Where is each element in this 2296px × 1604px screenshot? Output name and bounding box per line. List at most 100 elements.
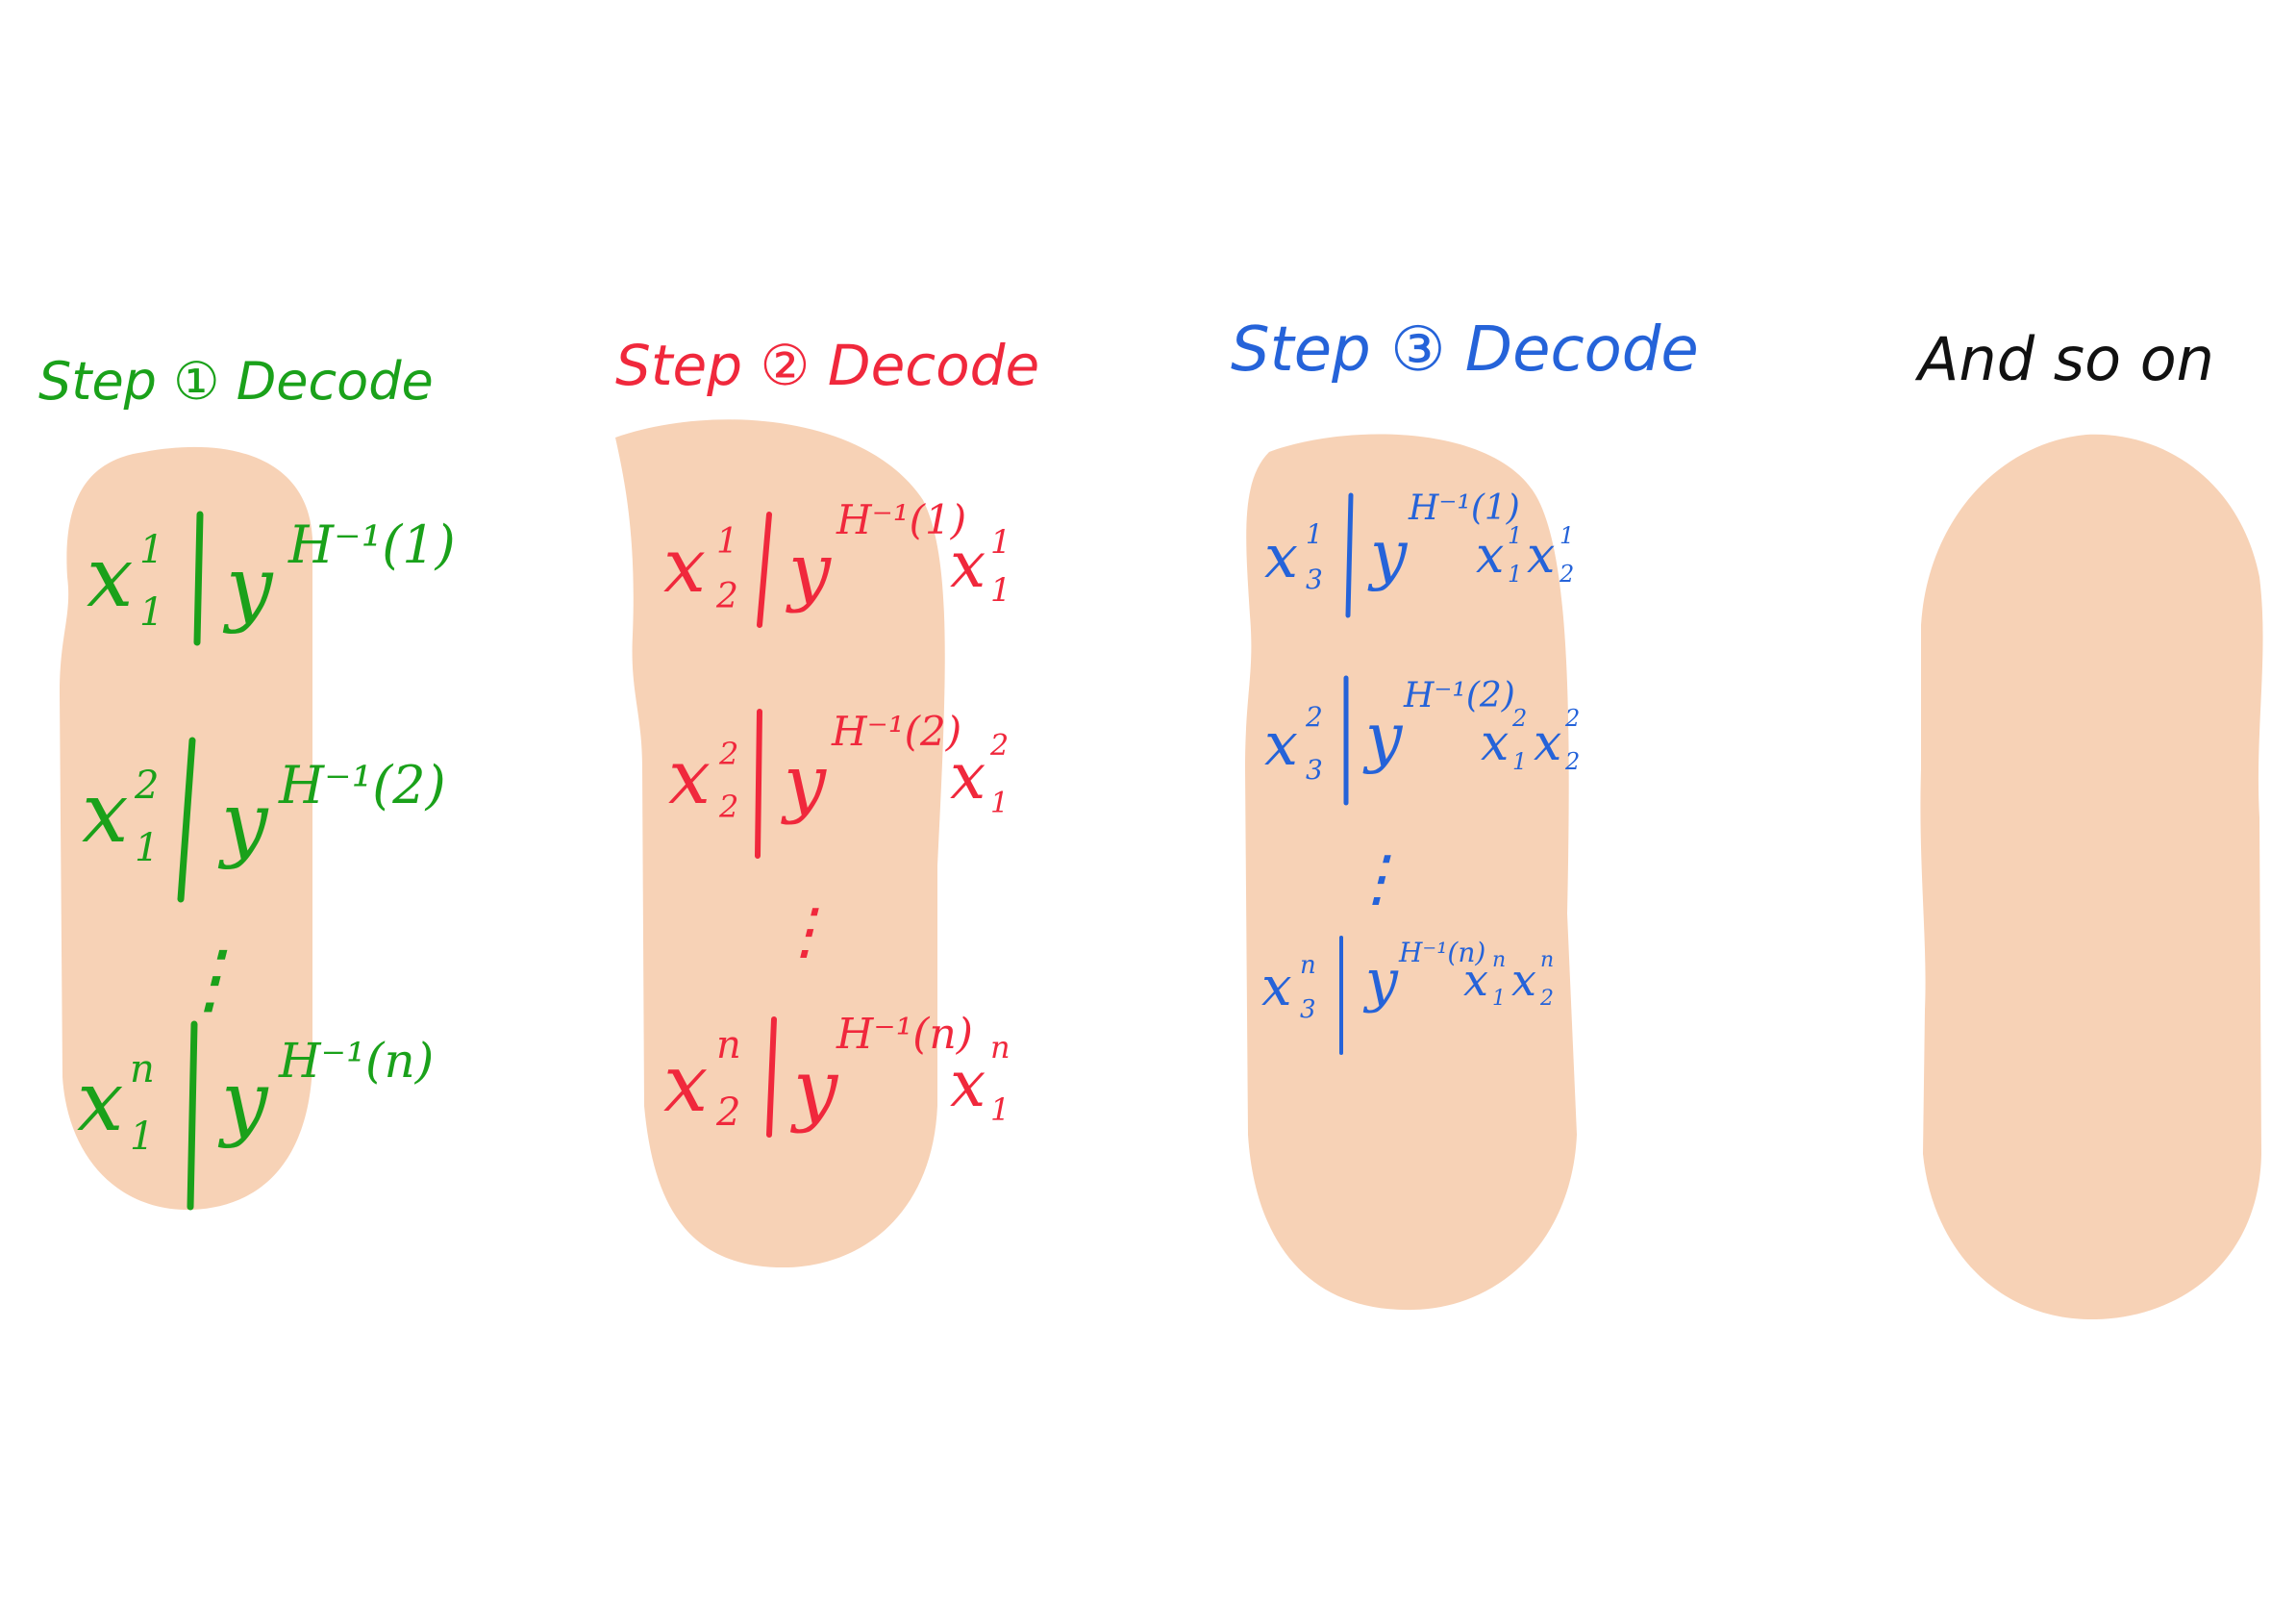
row-cond: y	[786, 528, 832, 614]
row-cond: y	[222, 539, 274, 636]
step-3-row-n: x n 3 y H⁻¹(n) x n 1 x n 2	[1261, 936, 1554, 1055]
prev-var: x	[1463, 954, 1488, 1006]
row-var-sub: 2	[715, 1090, 740, 1135]
row-var-sub: 2	[718, 789, 738, 825]
step-1-row-2: x 2 1 y H⁻¹(2)	[82, 737, 446, 903]
row-cond: y	[1362, 947, 1399, 1015]
prev-var-sup: n	[1492, 948, 1506, 972]
row-cond: y	[1367, 517, 1409, 593]
row-var-sup: 2	[134, 764, 159, 808]
row-cond-sup: H⁻¹(2)	[831, 708, 961, 755]
step-2-row-n: x n 2 y H⁻¹(n) x n 1	[663, 1010, 1011, 1138]
step-4-title: And so on	[1914, 324, 2214, 394]
step-3-title: Step ③ Decode	[1231, 314, 1699, 386]
step-3-rows: x 1 3 y H⁻¹(1) x 1 1 x 1 2 x 2 3 y H⁻¹(2…	[1261, 489, 1580, 1055]
prev-var: x	[1476, 527, 1504, 585]
prev-var-sub: 1	[1508, 561, 1522, 588]
prev-var: x	[950, 1047, 986, 1121]
row-cond: y	[217, 1054, 269, 1150]
step-3-row-2: x 2 3 y H⁻¹(2) x 2 1 x 2 2	[1264, 675, 1580, 806]
row-cond-sup: H⁻¹(n)	[836, 1010, 973, 1059]
step-1-row-1: x 1 1 y H⁻¹(1)	[87, 511, 456, 646]
step-1-column: Step ① Decode x 1 1 y H⁻¹(1) x 2 1 y H⁻¹…	[38, 351, 456, 1211]
row-var-sup: 1	[139, 528, 163, 572]
conditional-bar	[755, 709, 762, 859]
step-2-rows: x 1 2 y H⁻¹(1) x 1 1 x 2 2 y H⁻¹(2) x 2 …	[663, 496, 1011, 1138]
vertical-ellipsis: ⋮	[774, 896, 836, 967]
prev-var: x	[1511, 954, 1536, 1006]
prev-var-sub: 2	[1564, 748, 1580, 775]
prev-var: x	[1534, 714, 1561, 772]
row-var-sub: 3	[1300, 995, 1316, 1024]
row-var-sub: 3	[1306, 754, 1323, 786]
step-3-blob	[1245, 434, 1577, 1311]
step-1-rows: x 1 1 y H⁻¹(1) x 2 1 y H⁻¹(2) ⋮ x n 1	[77, 511, 456, 1211]
conditional-bar	[766, 1016, 777, 1138]
row-var-sub: 3	[1306, 564, 1323, 595]
row-var: x	[87, 530, 134, 626]
row-var-sup: 2	[718, 736, 738, 772]
prev-var: x	[1481, 714, 1509, 772]
row-var-sup: n	[130, 1047, 155, 1091]
prev-var: x	[950, 739, 986, 814]
row-var-sub: 1	[130, 1115, 154, 1159]
row-var-sub: 1	[139, 590, 163, 635]
step-2-column: Step ② Decode x 1 2 y H⁻¹(1) x 1 1 x 2 2…	[615, 333, 1039, 1268]
prev-var-sup: n	[990, 1029, 1011, 1065]
prev-var-sup: 2	[989, 729, 1009, 763]
step-2-row-1: x 1 2 y H⁻¹(1) x 1 1	[663, 496, 1011, 628]
row-var: x	[663, 523, 706, 610]
row-cond-sup: H⁻¹(2)	[278, 755, 446, 815]
conditional-bar	[757, 512, 772, 628]
prev-var-sup: 1	[1508, 522, 1522, 549]
conditional-bar	[177, 737, 196, 903]
row-var: x	[1264, 709, 1298, 779]
row-cond: y	[781, 739, 827, 826]
prev-var: x	[1527, 527, 1555, 585]
prev-var-sup: 2	[1564, 705, 1580, 732]
step-3-row-1: x 1 3 y H⁻¹(1) x 1 1 x 1 2	[1264, 489, 1574, 618]
row-var-sup: n	[1300, 951, 1316, 980]
row-cond-sup: H⁻¹(2)	[1403, 676, 1515, 715]
row-var: x	[1264, 521, 1298, 591]
vertical-ellipsis: ⋮	[1346, 843, 1408, 915]
row-cond-sup: H⁻¹(1)	[287, 514, 456, 575]
prev-var-sub: 1	[990, 1091, 1010, 1128]
row-cond: y	[217, 775, 269, 871]
step-4-blob	[1920, 434, 2263, 1320]
row-cond-sup: H⁻¹(1)	[836, 496, 966, 543]
row-var: x	[77, 1054, 124, 1150]
row-cond-sup: H⁻¹(1)	[1408, 489, 1520, 528]
prev-var-sub: 1	[1512, 748, 1527, 775]
prev-var-sub: 2	[1539, 987, 1554, 1011]
step-2-title: Step ② Decode	[615, 333, 1039, 398]
vertical-ellipsis: ⋮	[171, 934, 248, 1023]
prev-var-sub: 1	[1492, 987, 1506, 1011]
row-cond: y	[1362, 700, 1404, 776]
row-var-sup: 1	[1306, 518, 1323, 550]
row-var-sub: 2	[715, 577, 738, 616]
row-cond: y	[789, 1043, 839, 1135]
prev-var: x	[950, 528, 986, 602]
prev-var-sup: 1	[1560, 522, 1574, 549]
row-var-sup: n	[716, 1023, 741, 1067]
conditional-bar	[187, 1020, 198, 1211]
row-var: x	[663, 1039, 708, 1130]
row-var: x	[82, 765, 129, 862]
conditional-bar	[193, 511, 204, 646]
step-1-row-n: x n 1 y H⁻¹(n)	[77, 1020, 434, 1211]
step-4-column: And so on	[1914, 324, 2263, 1320]
row-var-sub: 1	[135, 826, 159, 870]
prev-var-sup: 2	[1511, 705, 1527, 732]
step-2-blob	[615, 419, 945, 1268]
step-1-title: Step ① Decode	[38, 351, 434, 412]
prev-var-sup: n	[1540, 948, 1554, 972]
row-cond-sup: H⁻¹(n)	[1398, 937, 1485, 968]
step-3-column: Step ③ Decode x 1 3 y H⁻¹(1) x 1 1 x 1 2…	[1231, 314, 1699, 1311]
row-var-sup: 2	[1305, 701, 1323, 733]
row-var-sup: 1	[716, 522, 738, 562]
prev-var-sub: 1	[990, 787, 1009, 820]
row-var: x	[1261, 956, 1292, 1018]
row-var: x	[668, 735, 711, 821]
